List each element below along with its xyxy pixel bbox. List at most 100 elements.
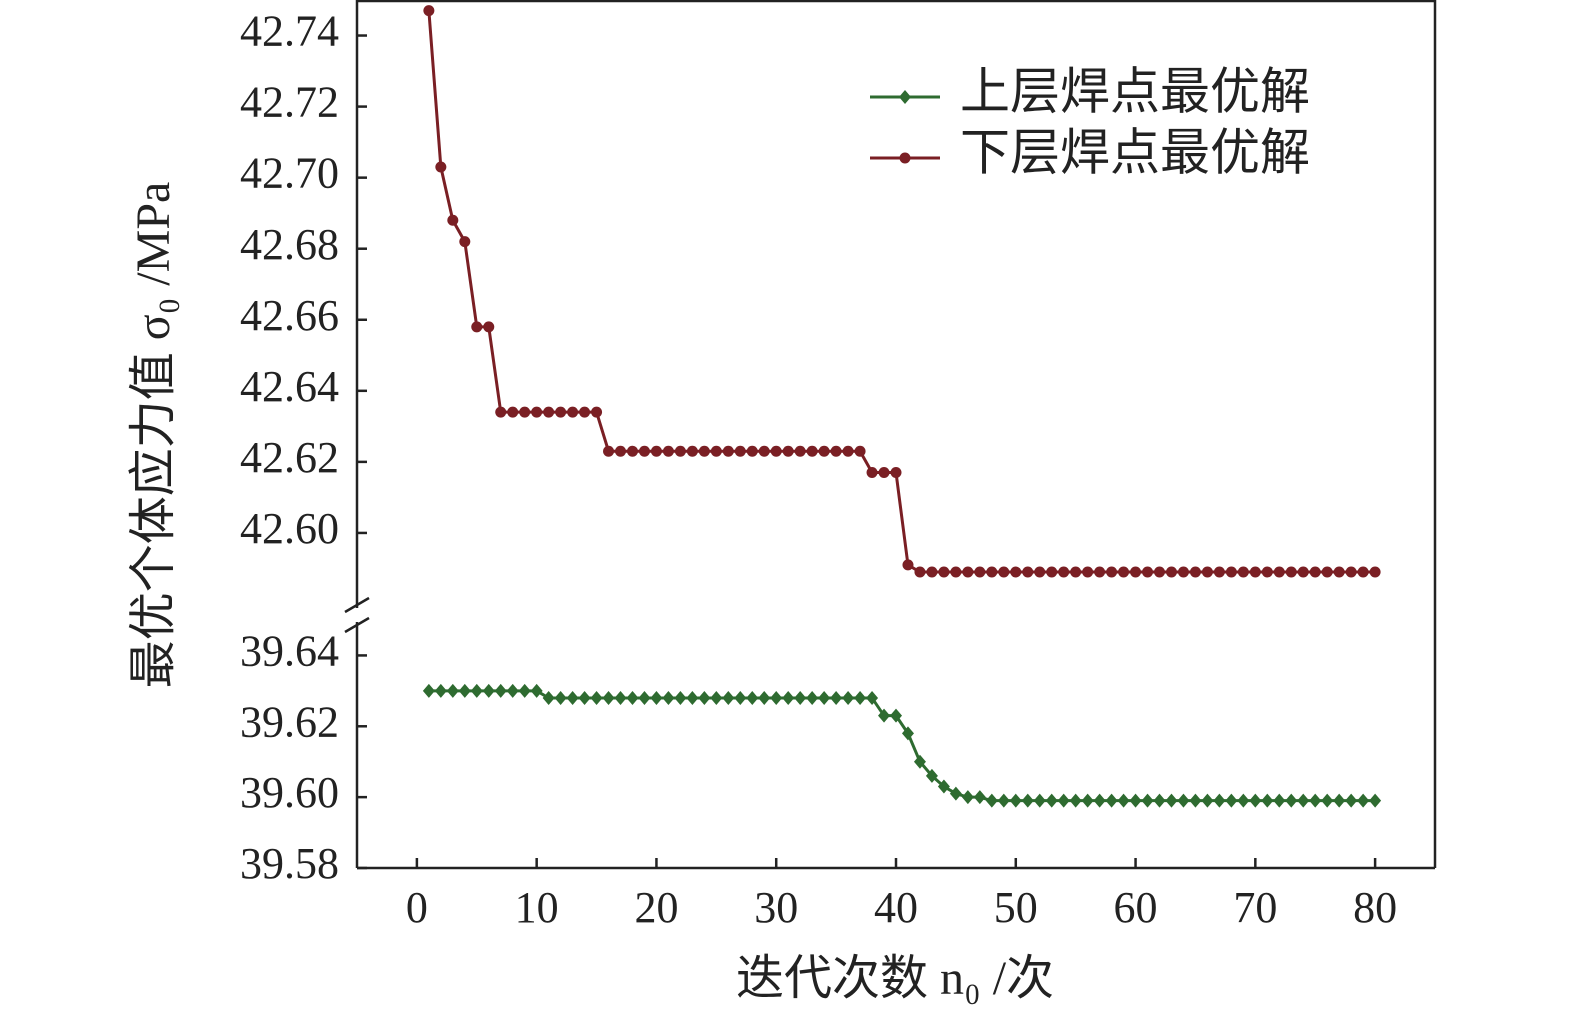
marker (1033, 793, 1046, 808)
marker (1201, 793, 1214, 808)
marker (758, 690, 771, 705)
marker (734, 445, 746, 457)
marker (890, 467, 902, 479)
marker (1261, 566, 1273, 578)
y-tick-label: 39.58 (240, 839, 339, 888)
marker (1321, 793, 1334, 808)
marker (950, 566, 962, 578)
marker (555, 406, 567, 418)
y-tick-label: 39.60 (240, 768, 339, 817)
marker (1105, 793, 1118, 808)
marker (854, 445, 866, 457)
marker (1010, 566, 1022, 578)
marker (434, 683, 447, 698)
marker (962, 566, 974, 578)
marker (1285, 793, 1298, 808)
marker (698, 690, 711, 705)
marker (542, 690, 555, 705)
marker (818, 690, 831, 705)
marker (1225, 566, 1237, 578)
marker (1154, 566, 1166, 578)
marker (1189, 793, 1202, 808)
marker (1285, 566, 1297, 578)
y-tick-label: 42.70 (240, 149, 339, 198)
marker (1009, 793, 1022, 808)
marker (986, 566, 998, 578)
marker (1082, 566, 1094, 578)
marker (459, 236, 471, 248)
marker (1213, 793, 1226, 808)
marker (1237, 793, 1250, 808)
marker (507, 406, 519, 418)
x-tick-label: 20 (634, 883, 678, 932)
marker (1297, 793, 1310, 808)
marker (1106, 566, 1118, 578)
x-tick-label: 50 (994, 883, 1038, 932)
marker (1057, 793, 1070, 808)
marker (890, 708, 902, 723)
marker (1345, 566, 1357, 578)
marker (1201, 566, 1213, 578)
marker (1058, 566, 1070, 578)
marker (543, 406, 555, 418)
marker (806, 690, 819, 705)
marker (758, 445, 770, 457)
y-tick-label: 42.66 (240, 291, 339, 340)
marker (458, 683, 471, 698)
y-tick-label: 39.64 (240, 627, 339, 676)
marker (806, 445, 818, 457)
marker (901, 726, 914, 741)
marker (590, 690, 603, 705)
x-tick-label: 0 (406, 883, 428, 932)
marker (866, 467, 878, 479)
marker (914, 566, 926, 578)
marker (830, 690, 843, 705)
x-tick-label: 10 (515, 883, 559, 932)
marker (591, 406, 603, 418)
marker (662, 690, 675, 705)
x-tick-label: 30 (754, 883, 798, 932)
marker (626, 690, 639, 705)
marker (674, 445, 686, 457)
y-tick-label: 42.64 (240, 362, 339, 411)
marker (1333, 566, 1345, 578)
marker (1357, 566, 1369, 578)
marker (746, 445, 758, 457)
marker (1070, 566, 1082, 578)
legend-label: 上层焊点最优解 (960, 63, 1310, 119)
marker (1189, 566, 1201, 578)
marker (423, 5, 435, 17)
legend-marker (899, 152, 911, 164)
marker (1045, 793, 1058, 808)
marker (1249, 793, 1262, 808)
y-tick-label: 39.62 (240, 697, 339, 746)
marker (878, 467, 890, 479)
x-axis-label: 迭代次数 n₀ /次 (736, 952, 1054, 1005)
marker (854, 690, 867, 705)
marker (518, 683, 531, 698)
marker (674, 690, 687, 705)
marker (722, 445, 734, 457)
marker (566, 690, 579, 705)
marker (866, 690, 879, 705)
marker (1249, 566, 1261, 578)
marker (997, 793, 1010, 808)
marker (770, 690, 783, 705)
y-tick-label: 42.60 (240, 504, 339, 553)
marker (579, 406, 591, 418)
marker (1345, 793, 1358, 808)
marker (1369, 793, 1382, 808)
y-tick-label: 42.74 (240, 7, 339, 56)
marker (1273, 793, 1286, 808)
marker (578, 690, 591, 705)
marker (770, 445, 782, 457)
marker (1021, 793, 1034, 808)
marker (1117, 793, 1130, 808)
marker (482, 683, 495, 698)
x-tick-label: 80 (1353, 883, 1397, 932)
legend-label: 下层焊点最优解 (960, 124, 1310, 180)
marker (782, 445, 794, 457)
marker (1225, 793, 1238, 808)
marker (1130, 566, 1142, 578)
marker (973, 790, 986, 805)
